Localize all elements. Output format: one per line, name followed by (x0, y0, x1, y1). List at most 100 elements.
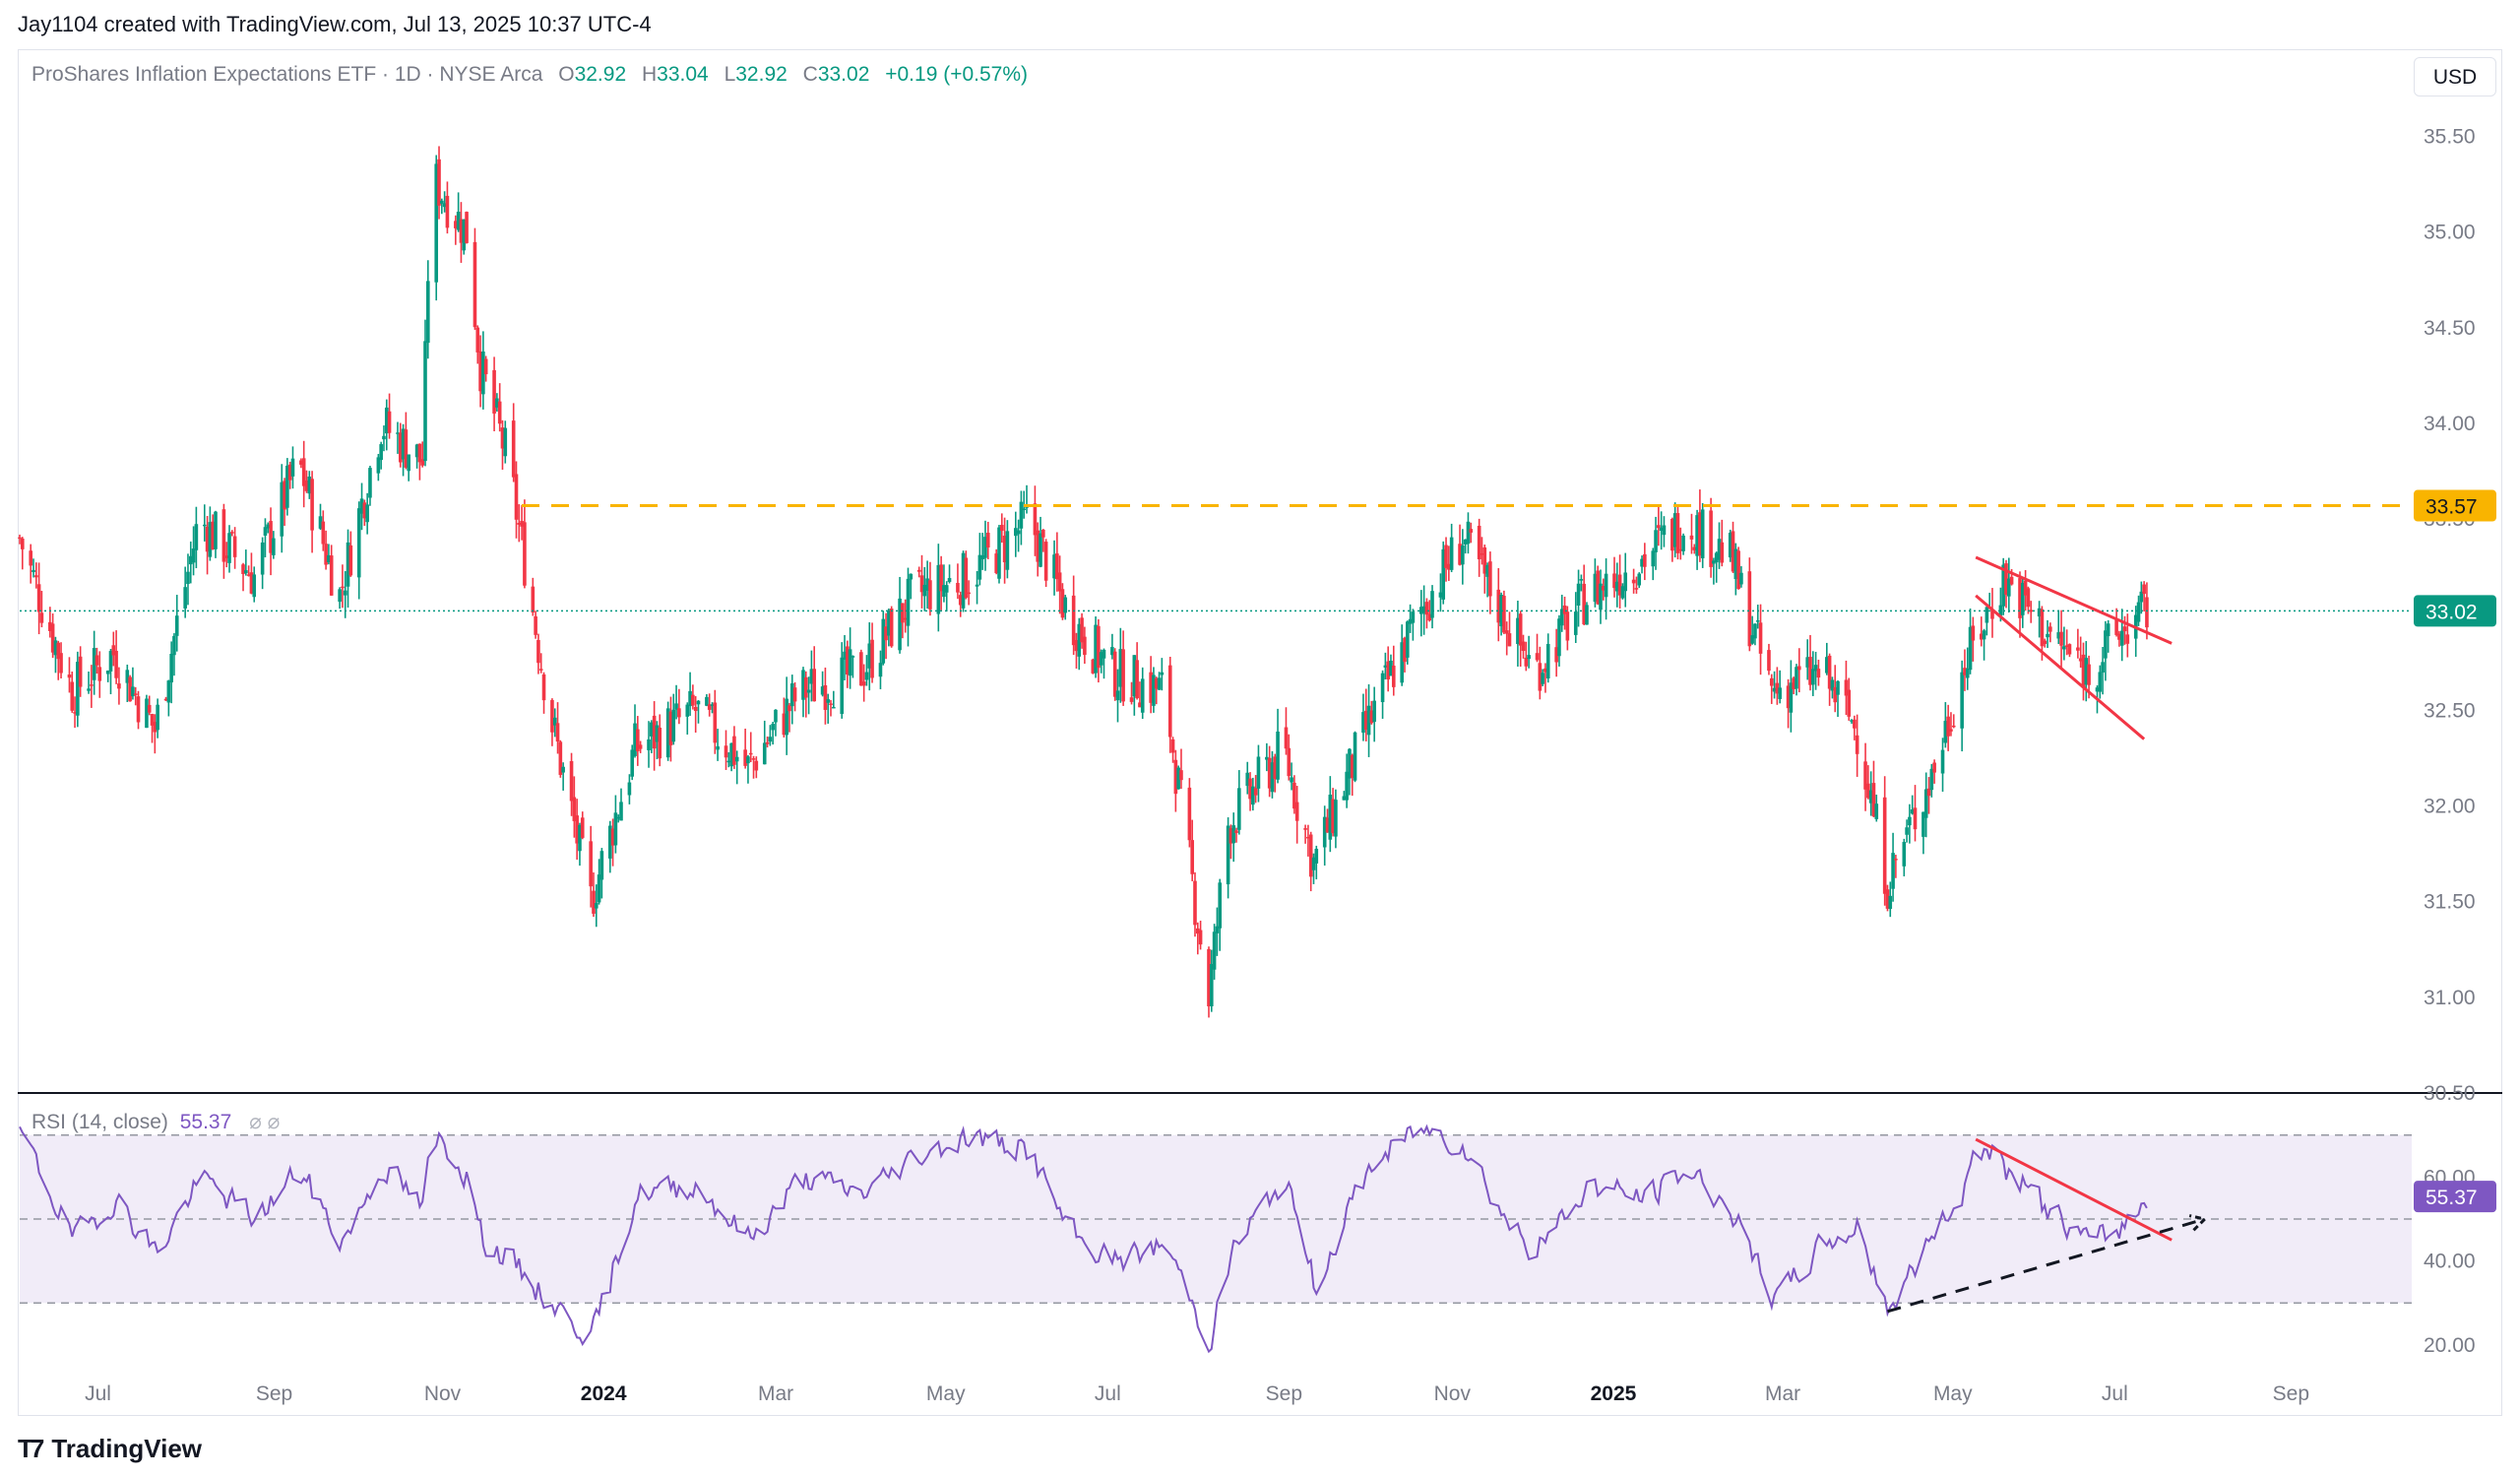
candle-body (1816, 669, 1821, 678)
candle-body (1074, 640, 1079, 652)
candle-body (589, 841, 593, 887)
candle-body (1891, 853, 1895, 889)
candle-body (147, 704, 152, 713)
candle-body (2095, 687, 2100, 692)
candle-body (301, 458, 306, 486)
candle-body (1601, 586, 1606, 591)
candle-body (1651, 550, 1656, 567)
price-tick-label: 34.00 (2424, 413, 2476, 435)
candle-body (1380, 673, 1385, 703)
candle-body (1154, 677, 1159, 689)
candle-body (1866, 783, 1870, 799)
candle-body (1753, 623, 1757, 639)
candle-body (870, 639, 874, 678)
candle-body (1971, 625, 1976, 641)
candle-body (903, 617, 908, 620)
candle-body (956, 583, 960, 593)
candle-body (111, 645, 116, 656)
candle-body (916, 569, 921, 572)
candle-body (999, 525, 1004, 532)
candle-body (125, 670, 130, 683)
candle-body (324, 544, 328, 565)
candle-body (964, 557, 969, 599)
candle-body (1728, 533, 1732, 558)
candle-body (1209, 964, 1214, 1006)
tradingview-footer[interactable]: T7 TradingView (18, 1434, 202, 1464)
candle-body (1187, 787, 1192, 841)
candle-body (92, 648, 96, 680)
candle-body (1176, 767, 1180, 790)
price-tick-label: 32.50 (2424, 699, 2476, 722)
candle-body (1943, 721, 1948, 743)
candle-body (1077, 623, 1082, 657)
rsi-last-value-badge (2414, 1181, 2496, 1213)
candle-body (688, 690, 692, 707)
candle-body (906, 578, 911, 626)
candle-body (414, 444, 419, 458)
candle-body (475, 327, 480, 353)
candle-body (848, 649, 852, 676)
symbol-description[interactable]: ProShares Inflation Expectations ETF · 1… (32, 63, 543, 86)
candle-body (762, 742, 767, 765)
candle-body (647, 739, 651, 750)
candle-body (1458, 544, 1462, 565)
candle-body (2029, 610, 2034, 612)
candle-body (1391, 666, 1396, 687)
candle-body (18, 537, 22, 540)
open-value: 32.92 (574, 63, 627, 86)
rsi-label[interactable]: RSI (14, close) (32, 1111, 168, 1133)
candle-body (272, 538, 276, 555)
candle-body (1695, 515, 1699, 556)
candle-body (2142, 584, 2146, 595)
candle-body (1149, 672, 1153, 703)
candle-body (1808, 657, 1812, 685)
candle-body (426, 281, 430, 344)
candle-body (803, 676, 808, 698)
visibility-icons[interactable]: ⌀ ⌀ (249, 1111, 281, 1133)
candle-body (94, 655, 99, 666)
candle-body (1502, 596, 1506, 633)
candle-body (266, 524, 271, 529)
candle-body (87, 688, 91, 691)
time-tick-label: 2024 (581, 1382, 627, 1405)
rsi-last-value-label: 55.37 (2426, 1187, 2478, 1209)
high-value: 33.04 (657, 63, 709, 86)
candle-body (1121, 649, 1125, 702)
last-price-badge (2414, 595, 2496, 627)
candle-body (232, 536, 237, 557)
candle-body (806, 689, 811, 693)
time-tick-label: Jul (2102, 1382, 2128, 1405)
candle-body (850, 656, 855, 658)
candle-body (2117, 633, 2121, 640)
candle-body (249, 572, 254, 594)
candle-body (1692, 546, 1697, 550)
candle-body (145, 698, 149, 729)
candle-body (1637, 573, 1642, 586)
candle-body (1334, 800, 1338, 837)
candle-body (2040, 609, 2045, 647)
low-label: L (724, 63, 736, 86)
currency-button[interactable]: USD (2414, 57, 2496, 96)
candle-body (983, 537, 987, 558)
time-tick-label: 2025 (1591, 1382, 1637, 1405)
candle-body (1733, 548, 1738, 580)
candle-body (283, 481, 286, 510)
candle-body (1366, 705, 1371, 736)
candle-body (1982, 630, 1986, 640)
candle-body (1541, 673, 1544, 684)
candle-body (1400, 642, 1404, 683)
candle-body (1477, 525, 1481, 559)
candle-body (1672, 513, 1677, 547)
candle-body (1112, 651, 1117, 697)
candle-body (1234, 830, 1238, 833)
candle-body (665, 708, 670, 758)
candle-body (376, 457, 381, 474)
candle-body (76, 662, 80, 716)
candle-body (2145, 597, 2149, 628)
candle-body (117, 683, 121, 689)
candle-body (48, 621, 52, 631)
candle-body (1507, 633, 1512, 647)
candle-body (327, 554, 331, 563)
time-tick-label: Mar (758, 1382, 793, 1405)
